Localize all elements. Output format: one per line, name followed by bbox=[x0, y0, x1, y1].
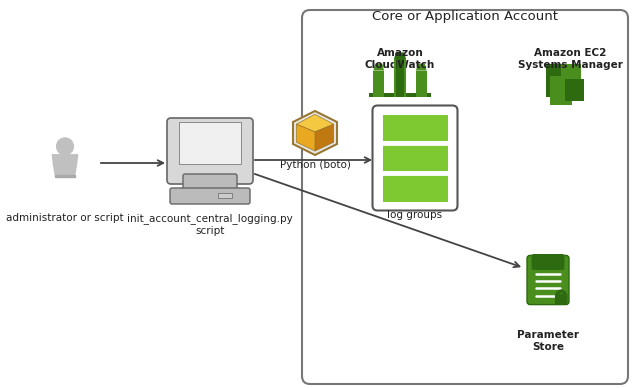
Bar bbox=[370, 93, 431, 97]
Text: Python (boto): Python (boto) bbox=[280, 160, 350, 170]
FancyBboxPatch shape bbox=[167, 118, 253, 184]
Bar bbox=[416, 71, 427, 97]
Bar bbox=[565, 79, 584, 101]
Bar bbox=[394, 59, 396, 97]
FancyBboxPatch shape bbox=[170, 188, 250, 204]
Bar bbox=[550, 76, 572, 104]
Circle shape bbox=[57, 138, 73, 155]
FancyBboxPatch shape bbox=[527, 255, 569, 305]
FancyBboxPatch shape bbox=[373, 106, 457, 211]
Bar bbox=[382, 175, 448, 201]
Text: Amazon
CloudWatch: Amazon CloudWatch bbox=[365, 48, 435, 69]
Bar bbox=[55, 175, 74, 177]
Polygon shape bbox=[52, 155, 57, 166]
Polygon shape bbox=[53, 165, 76, 175]
Polygon shape bbox=[416, 64, 427, 71]
Bar bbox=[179, 122, 241, 164]
Bar bbox=[394, 59, 406, 97]
Text: Parameter
Store: Parameter Store bbox=[517, 330, 579, 352]
FancyBboxPatch shape bbox=[183, 174, 237, 192]
Text: Amazon EC2
Systems Manager: Amazon EC2 Systems Manager bbox=[518, 48, 623, 69]
Bar bbox=[373, 71, 384, 97]
Polygon shape bbox=[293, 111, 337, 155]
Bar bbox=[382, 114, 448, 141]
Bar bbox=[218, 193, 232, 198]
Polygon shape bbox=[296, 114, 334, 132]
Text: log groups: log groups bbox=[387, 210, 443, 220]
Bar bbox=[382, 145, 448, 171]
Bar bbox=[561, 64, 581, 88]
Polygon shape bbox=[373, 64, 384, 71]
FancyBboxPatch shape bbox=[302, 10, 628, 384]
Polygon shape bbox=[315, 124, 334, 151]
Text: init_account_central_logging.py
script: init_account_central_logging.py script bbox=[127, 213, 293, 236]
Polygon shape bbox=[296, 124, 315, 151]
FancyBboxPatch shape bbox=[532, 254, 564, 270]
Polygon shape bbox=[52, 155, 78, 165]
Text: Core or Application Account: Core or Application Account bbox=[372, 10, 558, 23]
FancyBboxPatch shape bbox=[555, 294, 567, 305]
Bar bbox=[404, 59, 406, 97]
Polygon shape bbox=[394, 52, 406, 59]
Text: administrator or script: administrator or script bbox=[6, 213, 124, 223]
Polygon shape bbox=[73, 155, 78, 166]
Bar bbox=[546, 64, 570, 97]
